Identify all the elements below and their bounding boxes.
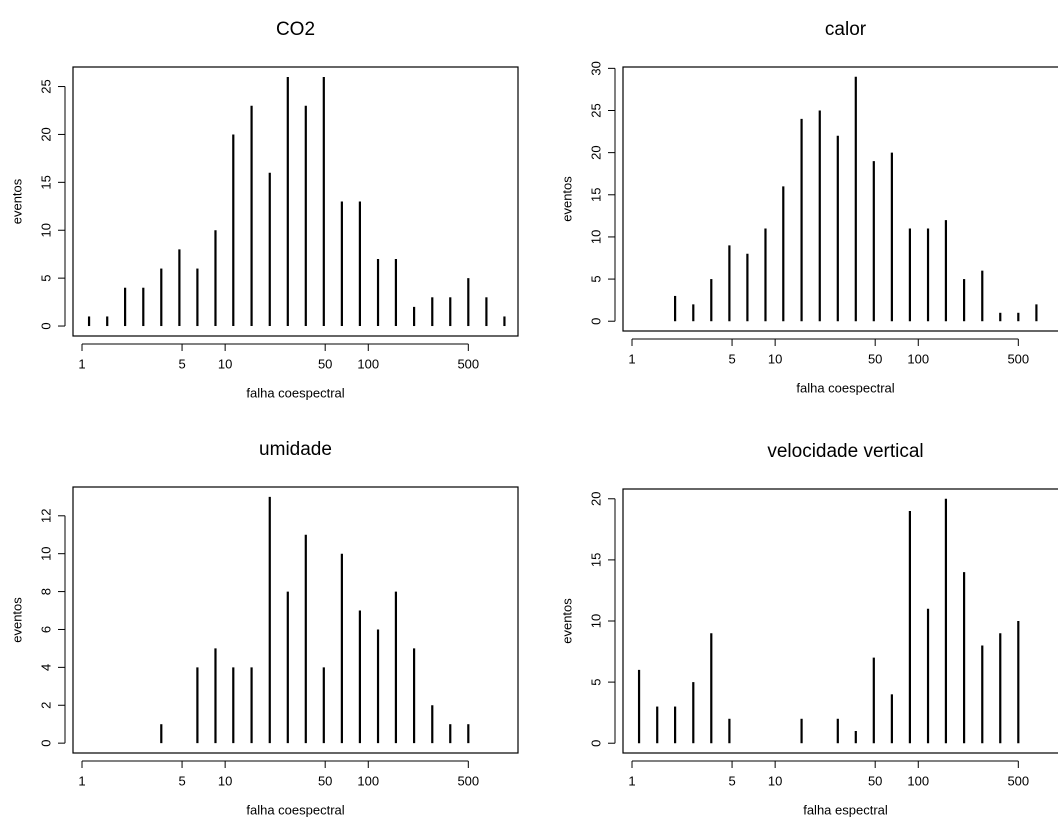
chart-title: umidade [259,439,332,460]
x-tick-label: 500 [1007,773,1029,788]
chart-title: calor [825,19,867,40]
y-tick-label: 25 [38,79,53,93]
x-tick-label: 5 [728,351,735,366]
x-axis-label: falha coespectral [796,380,894,395]
x-tick-label: 50 [318,773,332,788]
x-tick-label: 1 [628,773,635,788]
y-axis-label: eventos [559,598,574,644]
x-axis-label: falha coespectral [246,802,344,817]
y-tick-label: 2 [38,702,53,709]
x-axis-label: falha coespectral [246,385,344,400]
y-tick-label: 5 [588,275,603,282]
y-tick-label: 15 [588,553,603,567]
y-tick-label: 20 [588,492,603,506]
x-tick-label: 100 [357,773,379,788]
x-tick-label: 10 [218,356,232,371]
plot-frame [622,488,1058,754]
x-tick-label: 10 [218,773,232,788]
x-tick-label: 5 [728,773,735,788]
y-tick-label: 15 [588,188,603,202]
x-axis-label: falha espectral [803,802,888,817]
y-tick-label: 10 [588,230,603,244]
x-tick-label: 50 [868,773,882,788]
plot-frame [72,486,519,754]
y-tick-label: 10 [588,614,603,628]
y-tick-label: 8 [38,588,53,595]
y-axis-label: eventos [559,176,574,222]
y-axis-label: eventos [9,178,24,224]
y-tick-label: 12 [38,509,53,523]
y-tick-label: 15 [38,175,53,189]
x-tick-label: 50 [868,351,882,366]
x-tick-label: 500 [1007,351,1029,366]
y-tick-label: 5 [38,275,53,282]
y-tick-label: 30 [588,61,603,75]
x-tick-label: 100 [907,773,929,788]
x-tick-label: 5 [178,773,185,788]
x-tick-label: 1 [78,773,85,788]
y-tick-label: 25 [588,103,603,117]
y-tick-label: 10 [38,223,53,237]
y-tick-label: 10 [38,546,53,560]
y-tick-label: 4 [38,664,53,671]
x-tick-label: 500 [457,773,479,788]
y-tick-label: 20 [588,145,603,159]
x-tick-label: 100 [357,356,379,371]
x-tick-label: 100 [907,351,929,366]
y-tick-label: 0 [38,740,53,747]
y-tick-label: 0 [588,318,603,325]
x-tick-label: 1 [628,351,635,366]
y-axis-label: eventos [9,597,24,643]
y-tick-label: 0 [38,322,53,329]
x-tick-label: 10 [768,773,782,788]
x-tick-label: 10 [768,351,782,366]
x-tick-label: 500 [457,356,479,371]
x-tick-label: 50 [318,356,332,371]
y-tick-label: 6 [38,626,53,633]
x-tick-label: 1 [78,356,85,371]
plot-frame [72,66,519,337]
y-tick-label: 5 [588,678,603,685]
plot-frame [622,66,1058,332]
chart-title: CO2 [276,19,315,40]
chart-title: velocidade vertical [767,441,923,462]
x-tick-label: 5 [178,356,185,371]
y-tick-label: 0 [588,740,603,747]
y-tick-label: 20 [38,127,53,141]
